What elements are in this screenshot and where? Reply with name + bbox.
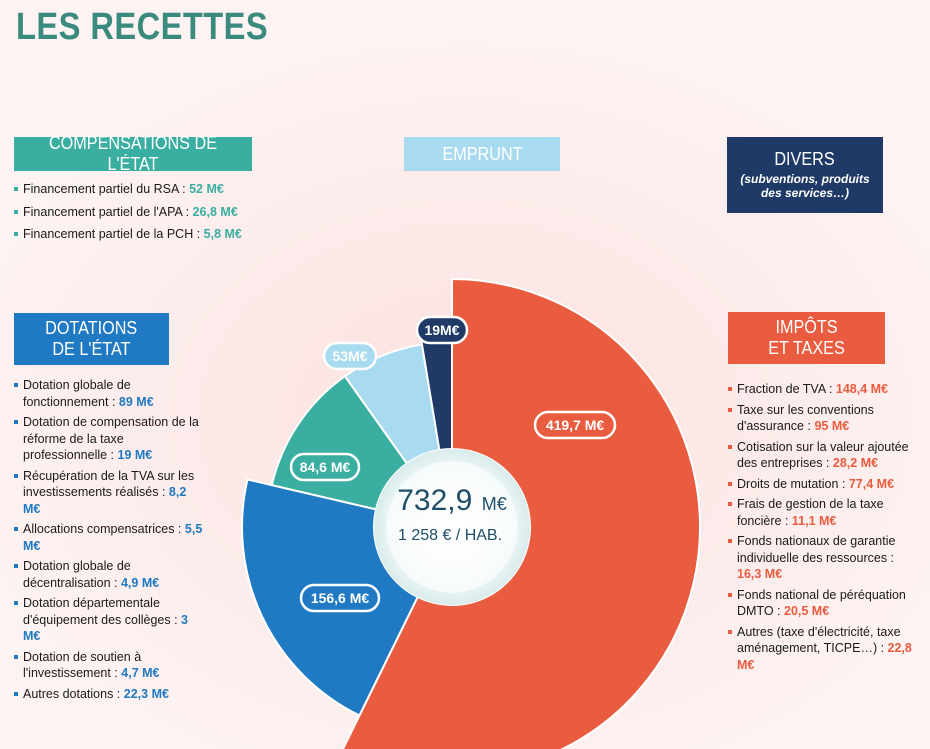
list-item: Allocations compensatrices : 5,5 M€ bbox=[14, 521, 204, 554]
list-item: Fonds national de péréquation DMTO : 20,… bbox=[728, 587, 918, 620]
item-label: Fonds national de péréquation DMTO : bbox=[737, 587, 906, 619]
item-label: Financement partiel de l'APA : bbox=[23, 204, 193, 219]
item-label: Fraction de TVA : bbox=[737, 382, 836, 396]
item-value: 4,9 M€ bbox=[120, 575, 160, 590]
list-item: Dotation globale de décentralisation : 4… bbox=[14, 558, 204, 591]
dotations-title-line1: DOTATIONS bbox=[45, 318, 138, 339]
chart-slice-label-1: 156,6 M€ bbox=[299, 583, 381, 613]
list-item: Financement partiel de la PCH : 5,8 M€ bbox=[14, 226, 314, 243]
chart-center-inner bbox=[386, 461, 518, 593]
item-label: Dotation globale de décentralisation : bbox=[23, 559, 131, 590]
impots-title-line1: IMPÔTS bbox=[775, 317, 838, 338]
chart-slice-label-pill-4 bbox=[415, 315, 469, 345]
chart-slice-label-text-2: 84,6 M€ bbox=[300, 459, 351, 475]
compensations-header: COMPENSATIONS DE L'ÉTAT bbox=[14, 133, 252, 174]
item-value: 95 M€ bbox=[814, 419, 850, 433]
item-label: Financement partiel de la PCH : bbox=[23, 227, 204, 241]
item-label: Récupération de la TVA sur les investiss… bbox=[23, 468, 195, 500]
chart-slice-label-4: 19M€ bbox=[415, 315, 469, 345]
item-value: 8,2 M€ bbox=[23, 485, 187, 516]
item-value: 22,8 M€ bbox=[737, 641, 912, 672]
item-label: Autres (taxe d'électricité, taxe aménage… bbox=[737, 624, 901, 656]
chart-total-value: 732,9 bbox=[397, 484, 472, 517]
compensations-title: COMPENSATIONS DE L'ÉTAT bbox=[48, 133, 218, 174]
list-item: Taxe sur les conventions d'assurance : 9… bbox=[728, 402, 918, 435]
chart-slice-label-pill-3 bbox=[322, 341, 378, 371]
item-label: Fonds nationaux de garantie individuelle… bbox=[737, 534, 896, 565]
list-item: Dotation globale de fonctionnement : 89 … bbox=[14, 377, 204, 410]
dotations-list: Dotation globale de fonctionnement : 89 … bbox=[14, 377, 204, 706]
item-value: 16,3 M€ bbox=[737, 567, 783, 581]
item-label: Dotation globale de fonctionnement : bbox=[23, 378, 131, 409]
list-item: Fraction de TVA : 148,4 M€ bbox=[728, 381, 918, 398]
item-label: Frais de gestion de la taxe foncière : bbox=[737, 497, 884, 528]
chart-slice-label-pill-0 bbox=[533, 410, 617, 440]
item-value: 5,5 M€ bbox=[23, 522, 203, 553]
item-label: Dotation de soutien à l'investissement : bbox=[23, 649, 142, 681]
page-title: LES RECETTES bbox=[16, 6, 269, 48]
item-value: 148,4 M€ bbox=[835, 382, 889, 396]
divers-header: DIVERS (subventions, produits des servic… bbox=[727, 137, 883, 213]
list-item: Dotation de soutien à l'investissement :… bbox=[14, 649, 204, 682]
item-value: 20,5 M€ bbox=[784, 604, 830, 618]
list-item: Dotation de compensation de la réforme d… bbox=[14, 414, 204, 464]
list-item: Frais de gestion de la taxe foncière : 1… bbox=[728, 496, 918, 529]
impots-title-line2: ET TAXES bbox=[768, 338, 845, 358]
chart-slice-label-2: 84,6 M€ bbox=[289, 452, 361, 482]
chart-slice-label-3: 53M€ bbox=[322, 341, 378, 371]
item-value: 11,1 M€ bbox=[791, 513, 837, 528]
item-value: 5,8 M€ bbox=[203, 227, 242, 241]
dotations-title-line2: DE L'ÉTAT bbox=[52, 339, 131, 359]
list-item: Autres dotations : 22,3 M€ bbox=[14, 686, 204, 703]
chart-per-capita: 1 258 € / HAB. bbox=[398, 527, 502, 544]
item-value: 89 M€ bbox=[118, 394, 154, 409]
list-item: Droits de mutation : 77,4 M€ bbox=[728, 476, 918, 493]
list-item: Fonds nationaux de garantie individuelle… bbox=[728, 533, 918, 583]
chart-total: 732,9 M€ bbox=[397, 484, 507, 517]
chart-labels: 419,7 M€ 156,6 M€ 84,6 M€ 53M€ 19M€ bbox=[289, 315, 617, 613]
item-value: 22,3 M€ bbox=[123, 686, 169, 701]
compensations-list: Financement partiel du RSA : 52 M€ Finan… bbox=[14, 181, 314, 249]
item-label: Taxe sur les conventions d'assurance : bbox=[737, 402, 874, 434]
chart-slice-label-text-0: 419,7 M€ bbox=[546, 417, 605, 433]
impots-list: Fraction de TVA : 148,4 M€ Taxe sur les … bbox=[728, 381, 918, 677]
chart-slice-label-pill-2 bbox=[289, 452, 361, 482]
divers-title: DIVERS bbox=[774, 149, 836, 170]
impots-header: IMPÔTS ET TAXES bbox=[728, 312, 885, 364]
item-value: 19 M€ bbox=[117, 448, 153, 462]
chart-slice-label-text-4: 19M€ bbox=[424, 322, 459, 338]
chart-slice-label-0: 419,7 M€ bbox=[533, 410, 617, 440]
item-value: 4,7 M€ bbox=[121, 666, 160, 680]
list-item: Financement partiel du RSA : 52 M€ bbox=[14, 181, 314, 198]
item-value: 26,8 M€ bbox=[192, 204, 238, 219]
item-label: Dotation de compensation de la réforme d… bbox=[23, 415, 199, 462]
item-label: Allocations compensatrices : bbox=[23, 522, 185, 536]
chart-slice-label-text-1: 156,6 M€ bbox=[311, 590, 370, 606]
item-label: Autres dotations : bbox=[23, 686, 124, 701]
list-item: Financement partiel de l'APA : 26,8 M€ bbox=[14, 204, 314, 221]
item-label: Droits de mutation : bbox=[737, 476, 849, 491]
item-label: Dotation départementale d'équipement des… bbox=[23, 596, 182, 627]
item-value: 77,4 M€ bbox=[848, 476, 895, 491]
divers-subtitle: (subventions, produits des services…) bbox=[740, 172, 870, 200]
item-label: Financement partiel du RSA : bbox=[23, 182, 190, 196]
chart-total-unit: M€ bbox=[482, 494, 507, 514]
chart-slice-label-text-3: 53M€ bbox=[332, 348, 367, 364]
item-value: 52 M€ bbox=[189, 182, 224, 196]
list-item: Dotation départementale d'équipement des… bbox=[14, 595, 204, 645]
item-label: Cotisation sur la valeur ajoutée des ent… bbox=[737, 439, 909, 471]
emprunt-title: EMPRUNT bbox=[441, 143, 523, 164]
chart-slice-label-pill-1 bbox=[299, 583, 381, 613]
list-item: Récupération de la TVA sur les investiss… bbox=[14, 468, 204, 518]
list-item: Cotisation sur la valeur ajoutée des ent… bbox=[728, 439, 918, 472]
dotations-header: DOTATIONS DE L'ÉTAT bbox=[14, 313, 169, 365]
list-item: Autres (taxe d'électricité, taxe aménage… bbox=[728, 624, 918, 674]
emprunt-header: EMPRUNT bbox=[404, 137, 560, 171]
item-value: 3 M€ bbox=[23, 612, 188, 644]
item-value: 28,2 M€ bbox=[832, 456, 879, 470]
